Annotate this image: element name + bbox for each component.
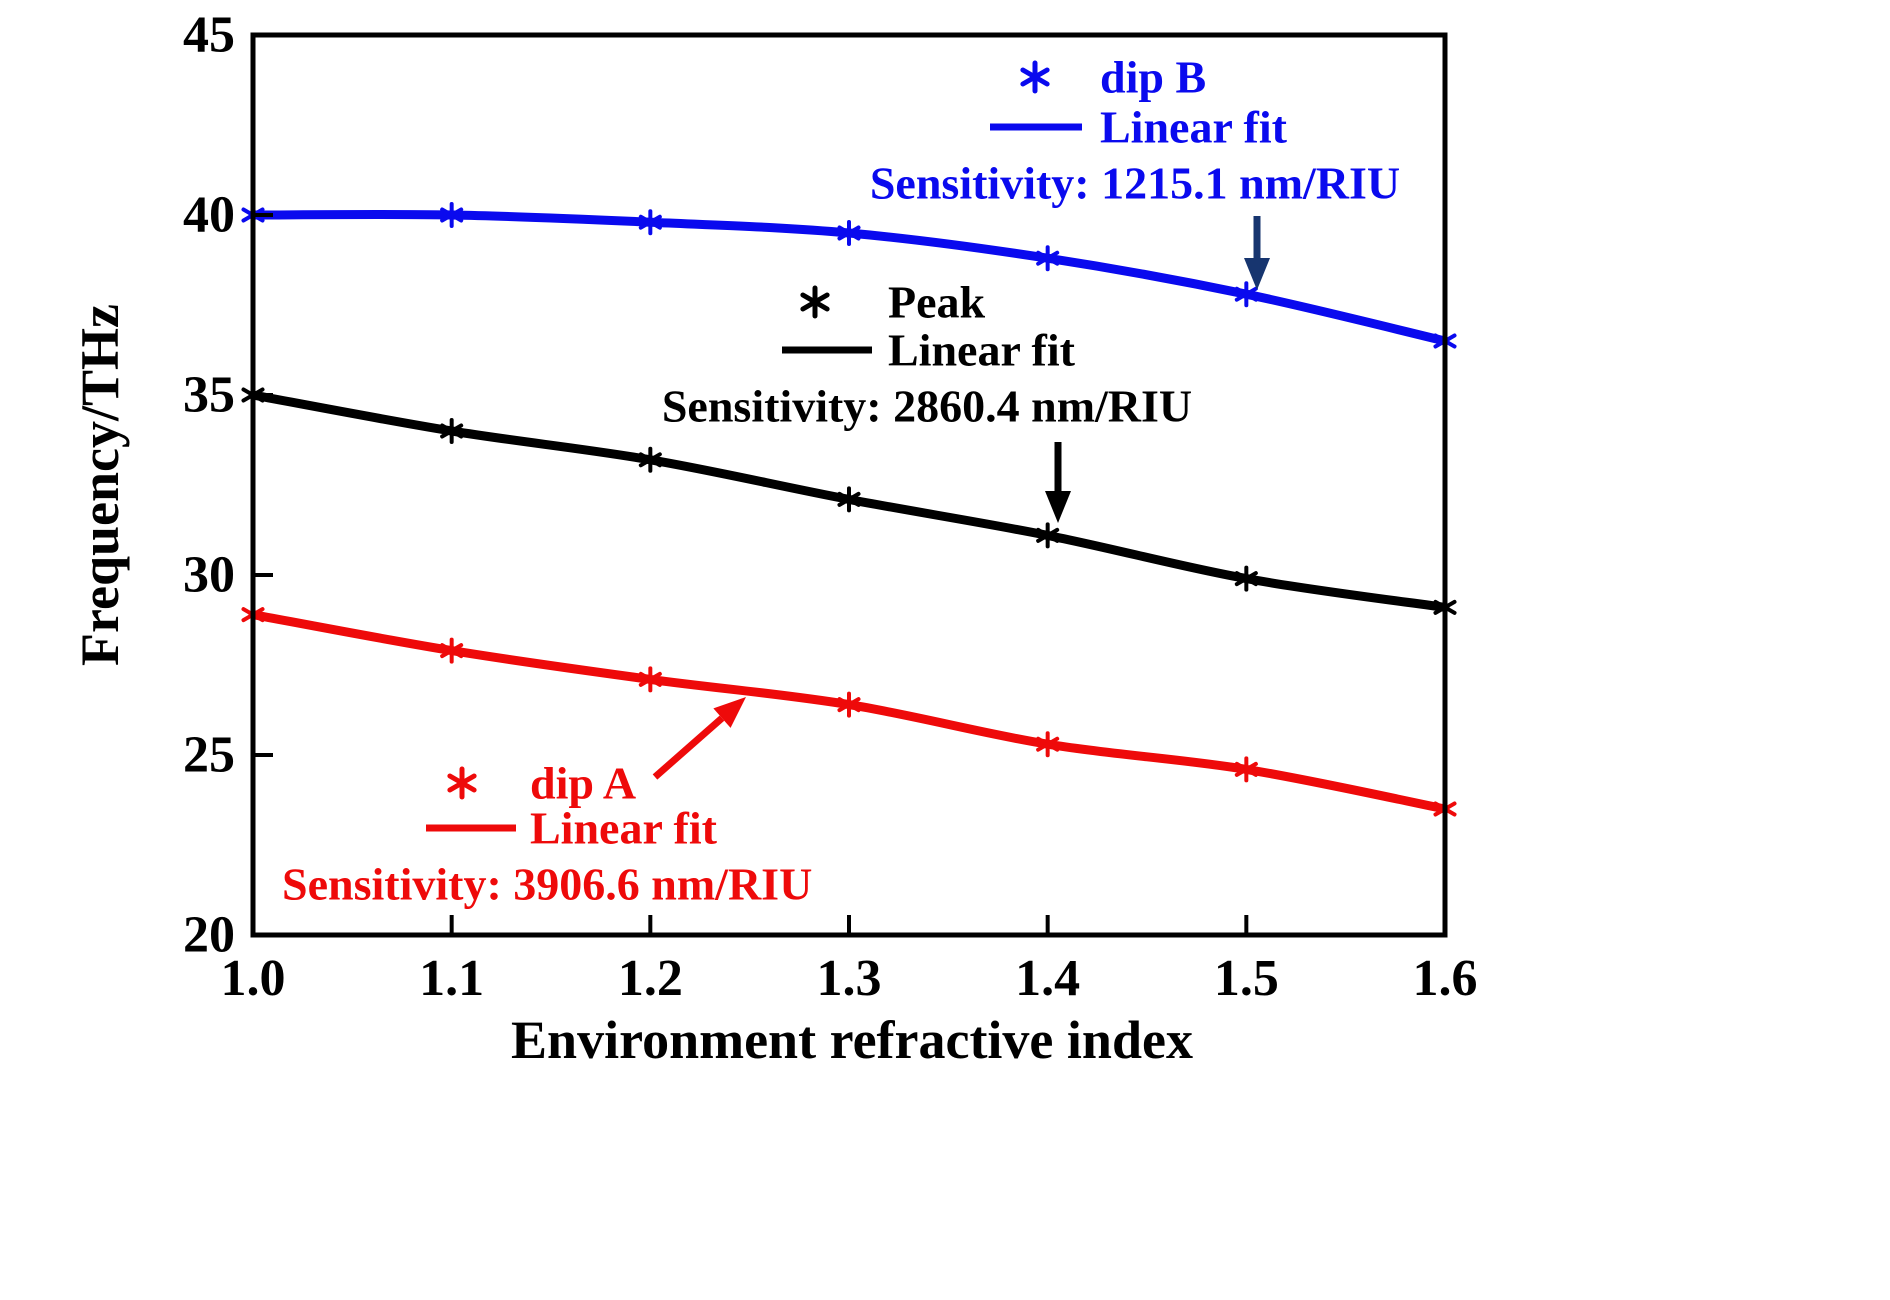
data-marker-dip-a (837, 697, 861, 713)
y-axis-label: Frequency/THz (70, 304, 130, 666)
legend-linear-fit-label-dip-a: Linear fit (530, 803, 718, 854)
annotation-arrow-dip-a-head (713, 697, 746, 728)
data-marker-dip-a (1234, 761, 1258, 777)
data-marker-dip-b (837, 225, 861, 241)
data-marker-dip-a (440, 643, 464, 659)
legend-marker-dip-a (447, 773, 477, 793)
legend-label-dip-b: dip B (1100, 52, 1206, 103)
legend-linear-fit-label-peak: Linear fit (888, 325, 1076, 376)
x-tick-label: 1.5 (1214, 950, 1279, 1007)
annotation-arrow-dip-a (652, 715, 725, 780)
data-marker-peak (638, 452, 662, 468)
y-tick-label: 30 (183, 547, 235, 604)
data-marker-peak (1234, 571, 1258, 587)
y-tick-label: 40 (183, 187, 235, 244)
x-tick-label: 1.0 (221, 950, 286, 1007)
x-tick-label: 1.3 (817, 950, 882, 1007)
x-tick-label: 1.4 (1015, 950, 1080, 1007)
annotation-arrow-peak-head (1045, 491, 1071, 523)
y-tick-label: 25 (183, 727, 235, 784)
data-marker-peak (440, 423, 464, 439)
x-tick-label: 1.6 (1413, 950, 1478, 1007)
x-tick-label: 1.2 (618, 950, 683, 1007)
data-marker-dip-b (1036, 250, 1060, 266)
data-marker-peak (1036, 527, 1060, 543)
legend-linear-fit-label-dip-b: Linear fit (1100, 102, 1288, 153)
y-tick-label: 45 (183, 7, 235, 64)
data-marker-dip-b (638, 214, 662, 230)
legend-marker-peak (800, 292, 830, 312)
x-tick-label: 1.1 (419, 950, 484, 1007)
x-axis-label: Environment refractive index (511, 1010, 1193, 1070)
sensitivity-label-peak: Sensitivity: 2860.4 nm/RIU (662, 381, 1192, 432)
data-marker-dip-b (1234, 286, 1258, 302)
data-marker-peak (837, 491, 861, 507)
y-tick-label: 20 (183, 907, 235, 964)
annotation-arrow-dip-b-head (1244, 258, 1270, 290)
data-marker-dip-a (1036, 736, 1060, 752)
y-tick-label: 35 (183, 367, 235, 424)
legend-marker-dip-b (1020, 67, 1050, 87)
data-marker-dip-a (638, 671, 662, 687)
sensitivity-label-dip-a: Sensitivity: 3906.6 nm/RIU (282, 859, 812, 910)
data-marker-dip-b (440, 207, 464, 223)
sensitivity-label-dip-b: Sensitivity: 1215.1 nm/RIU (870, 158, 1400, 209)
legend-label-dip-a: dip A (530, 758, 636, 809)
legend-label-peak: Peak (888, 277, 986, 328)
